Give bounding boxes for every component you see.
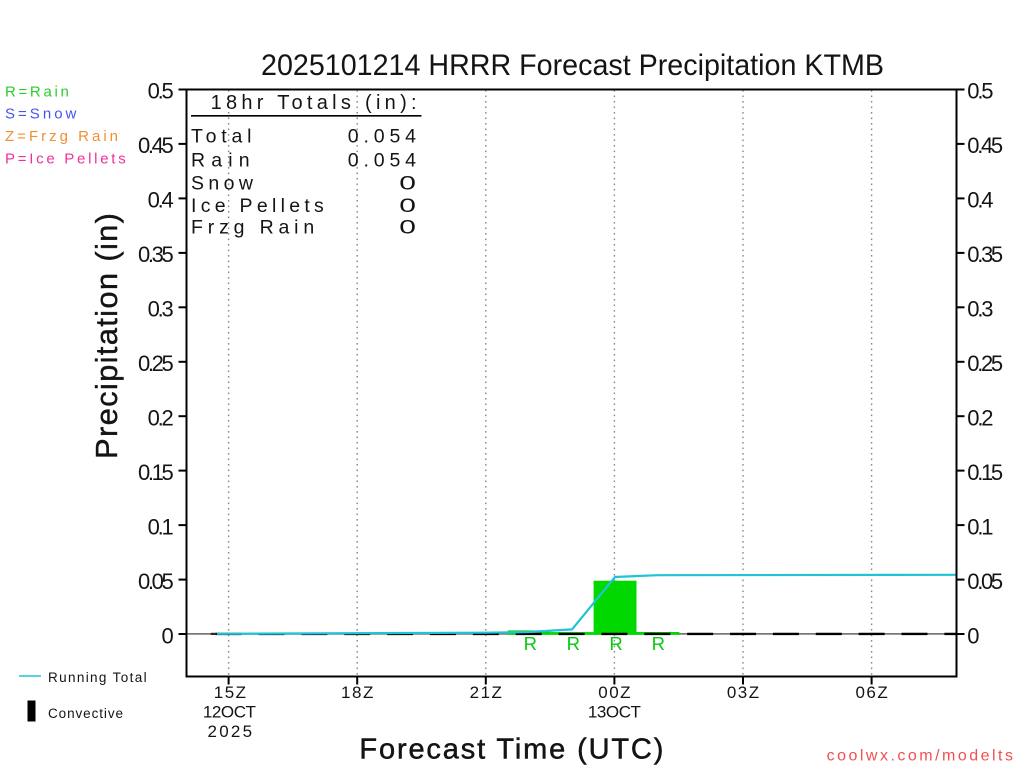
- svg-text:0.3: 0.3: [148, 296, 174, 321]
- svg-text:03Z: 03Z: [727, 683, 759, 702]
- svg-text:0: 0: [162, 623, 174, 648]
- svg-text:13OCT: 13OCT: [588, 703, 641, 722]
- svg-text:0.05: 0.05: [967, 569, 1003, 594]
- svg-text:0.2: 0.2: [148, 405, 174, 430]
- svg-text:Forecast Time (UTC): Forecast Time (UTC): [359, 733, 663, 765]
- svg-text:18hr Totals (in):: 18hr Totals (in):: [211, 92, 417, 114]
- svg-text:Snow: Snow: [191, 172, 254, 194]
- svg-text:0: 0: [399, 195, 416, 217]
- svg-text:15Z: 15Z: [214, 683, 246, 702]
- svg-text:0: 0: [967, 623, 979, 648]
- svg-text:Running Total: Running Total: [48, 670, 147, 685]
- svg-text:0.1: 0.1: [967, 514, 993, 539]
- svg-text:Ice Pellets: Ice Pellets: [191, 195, 324, 217]
- svg-text:Convective: Convective: [48, 706, 123, 721]
- svg-text:06Z: 06Z: [855, 683, 887, 702]
- svg-text:Rain: Rain: [191, 150, 250, 172]
- svg-text:0: 0: [399, 172, 416, 194]
- svg-text:0.15: 0.15: [967, 460, 1003, 485]
- svg-text:18Z: 18Z: [341, 683, 373, 702]
- svg-text:0.45: 0.45: [967, 133, 1003, 158]
- svg-text:P=Ice Pellets: P=Ice Pellets: [5, 151, 126, 168]
- svg-text:R=Rain: R=Rain: [5, 84, 69, 101]
- svg-text:00Z: 00Z: [598, 683, 630, 702]
- svg-text:0.35: 0.35: [967, 242, 1003, 267]
- svg-text:0.2: 0.2: [967, 405, 993, 430]
- svg-text:2025: 2025: [208, 722, 253, 741]
- svg-text:0.5: 0.5: [967, 78, 993, 103]
- svg-text:Frzg Rain: Frzg Rain: [191, 217, 314, 239]
- svg-text:0.15: 0.15: [138, 460, 174, 485]
- svg-text:0.3: 0.3: [967, 296, 993, 321]
- svg-text:Z=Frzg Rain: Z=Frzg Rain: [5, 128, 118, 145]
- svg-text:S=Snow: S=Snow: [5, 105, 77, 122]
- svg-text:0.25: 0.25: [967, 351, 1003, 376]
- svg-text:Precipitation (in): Precipitation (in): [89, 213, 124, 459]
- svg-text:2025101214 HRRR Forecast Preci: 2025101214 HRRR Forecast Precipitation K…: [261, 49, 884, 82]
- svg-text:0.054: 0.054: [348, 126, 416, 148]
- svg-text:0.054: 0.054: [348, 150, 416, 172]
- svg-text:R: R: [652, 633, 665, 654]
- svg-text:0.05: 0.05: [138, 569, 174, 594]
- svg-text:21Z: 21Z: [470, 683, 502, 702]
- svg-text:R: R: [609, 633, 622, 654]
- svg-text:R: R: [524, 633, 537, 654]
- svg-text:0.4: 0.4: [967, 187, 993, 212]
- svg-text:0.4: 0.4: [148, 187, 174, 212]
- svg-text:0.1: 0.1: [148, 514, 174, 539]
- svg-text:0.5: 0.5: [148, 78, 174, 103]
- svg-text:0.45: 0.45: [138, 133, 174, 158]
- svg-text:coolwx.com/modelts: coolwx.com/modelts: [827, 748, 1013, 765]
- svg-text:R: R: [567, 633, 580, 654]
- svg-text:Total: Total: [191, 126, 252, 148]
- svg-text:0.35: 0.35: [138, 242, 174, 267]
- svg-text:0.25: 0.25: [138, 351, 174, 376]
- svg-text:12OCT: 12OCT: [203, 703, 256, 722]
- svg-text:0: 0: [399, 217, 416, 239]
